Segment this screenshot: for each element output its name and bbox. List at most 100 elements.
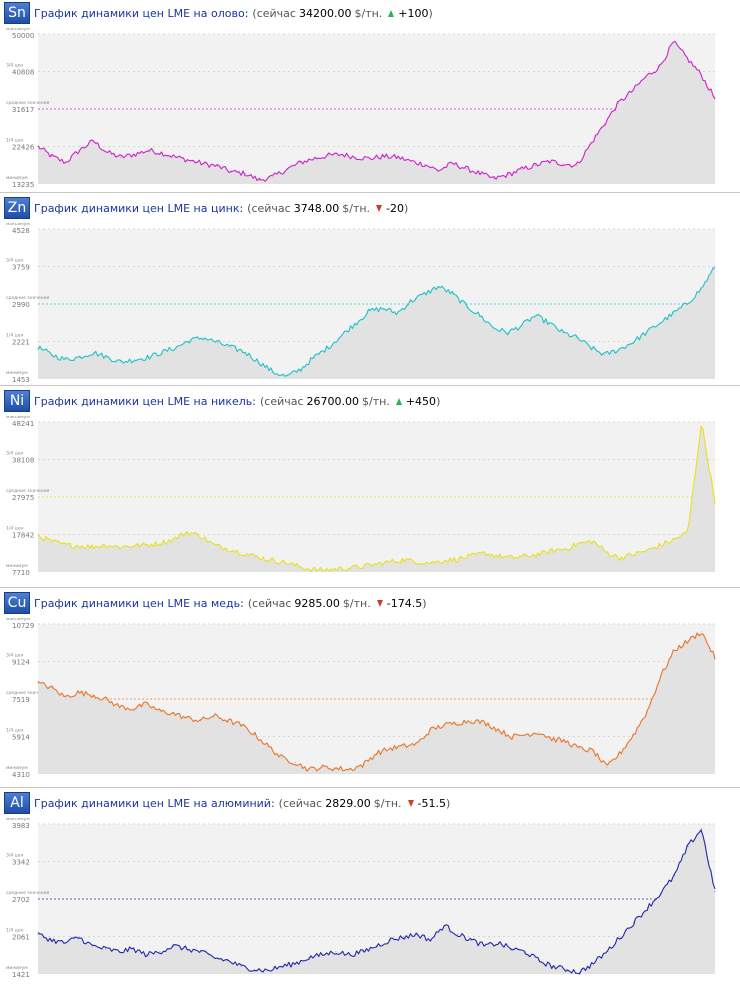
data-point: [64, 696, 66, 698]
data-point: [335, 767, 337, 769]
data-point: [369, 157, 371, 159]
data-point: [64, 544, 66, 546]
data-point: [430, 939, 432, 941]
data-point: [375, 752, 378, 754]
data-point: [659, 322, 661, 324]
data-point: [355, 322, 357, 324]
data-point: [507, 332, 509, 334]
y-tick-label: 13235: [12, 181, 34, 189]
data-point: [186, 531, 188, 533]
data-point: [313, 356, 315, 358]
data-point: [64, 942, 66, 944]
chart-title[interactable]: График динамики цен LME на никель:: [34, 394, 256, 408]
data-point: [403, 936, 405, 938]
data-point: [497, 942, 499, 944]
data-point: [308, 568, 310, 570]
data-point: [389, 939, 391, 941]
data-point: [700, 288, 702, 290]
series-line: [37, 267, 716, 377]
chart-header: Ni График динамики цен LME на никель:(сей…: [4, 390, 440, 412]
series-area: [38, 267, 715, 379]
data-point: [120, 156, 122, 158]
axis-caption: средние значения: [6, 296, 50, 301]
axis-caption: максимум: [6, 28, 30, 32]
data-point: [299, 161, 302, 164]
data-point: [203, 337, 205, 339]
chart-header: Al График динамики цен LME на алюминий:(с…: [4, 792, 450, 814]
chart-title[interactable]: График динамики цен LME на алюминий:: [34, 796, 275, 810]
data-point: [227, 960, 229, 962]
data-point: [272, 176, 274, 178]
data-point: [673, 538, 676, 541]
chart-title[interactable]: График динамики цен LME на цинк:: [34, 201, 244, 215]
price-unit: $/тн.: [362, 394, 390, 408]
data-point: [389, 561, 391, 563]
data-point: [37, 535, 39, 537]
price-change: -174.5: [386, 596, 423, 610]
chart-panel-sn: Sn График динамики цен LME на олово:(сейч…: [0, 0, 740, 197]
chart-title[interactable]: График динамики цен LME на олово:: [34, 6, 249, 20]
data-point: [700, 828, 703, 830]
axis-caption: средние значения: [6, 489, 50, 494]
data-point: [240, 965, 242, 967]
data-point: [479, 172, 481, 175]
data-point: [465, 305, 467, 307]
data-point: [50, 939, 53, 941]
panel-divider: [0, 787, 740, 788]
metal-symbol-badge: Zn: [4, 197, 30, 219]
chart-title[interactable]: График динамики цен LME на медь:: [34, 596, 244, 610]
y-tick-label: 27975: [12, 494, 34, 502]
data-point: [403, 559, 405, 561]
data-point: [105, 948, 107, 950]
data-point: [497, 555, 499, 557]
data-point: [497, 729, 499, 731]
data-point: [362, 565, 364, 568]
data-point: [700, 74, 702, 76]
data-point: [660, 544, 662, 546]
data-point: [687, 640, 689, 642]
data-point: [186, 948, 188, 950]
data-point: [321, 766, 323, 768]
data-point: [416, 743, 418, 745]
data-point: [673, 875, 676, 877]
data-point: [579, 971, 581, 973]
axis-caption: минимум: [6, 564, 28, 569]
data-point: [50, 540, 53, 542]
data-point: [603, 123, 606, 125]
data-point: [590, 346, 592, 348]
data-point: [470, 939, 472, 941]
arrow-up-icon: [395, 397, 402, 405]
series-line: [37, 829, 716, 975]
data-point: [443, 724, 445, 726]
data-point: [438, 170, 440, 172]
data-point: [438, 285, 440, 288]
chart-header: Sn График динамики цен LME на олово:(сейч…: [4, 2, 433, 24]
data-point: [175, 346, 177, 348]
data-point: [286, 376, 288, 378]
data-point: [51, 354, 53, 356]
y-tick-label: 1421: [12, 971, 30, 979]
series-area: [38, 830, 715, 974]
data-point: [118, 951, 120, 953]
data-point: [105, 544, 107, 546]
data-point: [341, 153, 343, 155]
current-label: сейчас: [256, 6, 296, 20]
price-unit: $/тн.: [342, 201, 371, 215]
data-point: [479, 315, 481, 317]
data-point: [91, 694, 93, 696]
data-point: [362, 951, 364, 953]
data-point: [631, 342, 633, 344]
y-tick-label: 50000: [12, 32, 34, 40]
data-point: [524, 555, 527, 557]
data-point: [78, 149, 80, 151]
data-point: [645, 76, 647, 78]
data-point: [362, 764, 364, 766]
data-point: [633, 553, 635, 555]
data-point: [416, 933, 418, 935]
data-point: [172, 945, 174, 947]
data-point: [321, 954, 323, 956]
y-tick-label: 17842: [12, 532, 34, 540]
paren-close: ): [436, 394, 441, 408]
data-point: [286, 168, 288, 171]
